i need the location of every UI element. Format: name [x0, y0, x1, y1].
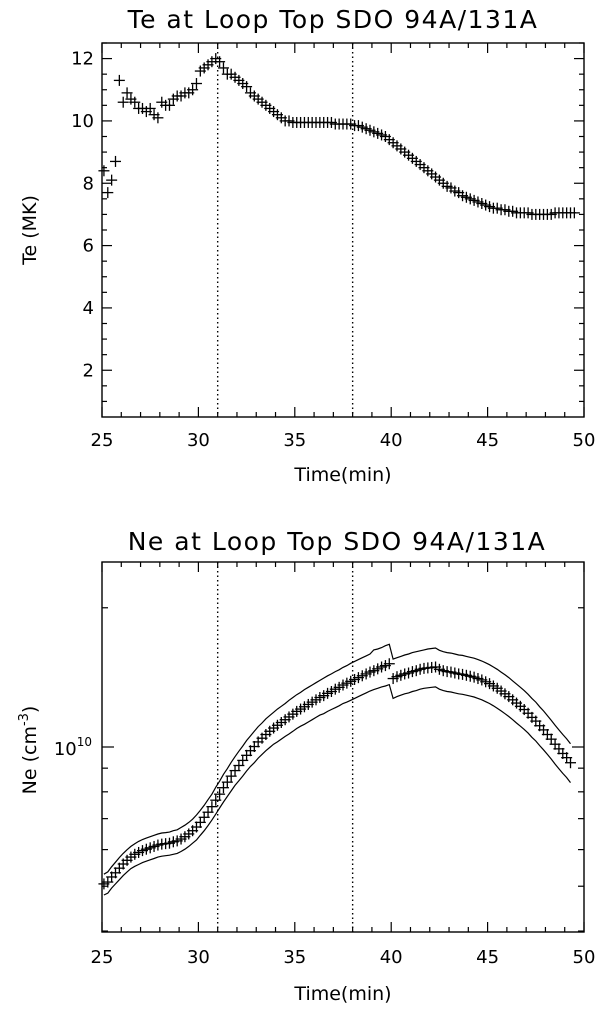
te-y-tick-label: 2 [83, 360, 94, 381]
te-chart: Te at Loop Top SDO 94A/131A 25 30 35 40 45 50… [19, 5, 595, 486]
ne-x-tick-label: 25 [91, 947, 114, 968]
ne-x-tick-label: 40 [380, 947, 403, 968]
te-y-tick-label: 8 [83, 173, 94, 194]
te-point [117, 96, 129, 108]
ne-y-axis-label: Ne (cm-3) [17, 706, 41, 795]
ne-lower-bound [103, 683, 571, 896]
ne-x-tick-label: 50 [573, 947, 596, 968]
ne-y-tick-label-exp: 10 [77, 735, 92, 749]
te-y-tick-label: 10 [71, 111, 94, 132]
ne-point [202, 806, 214, 818]
ne-point [225, 770, 237, 782]
te-point [106, 174, 118, 186]
ne-uncertainty-bands [103, 643, 571, 896]
ne-chart-title: Ne at Loop Top SDO 94A/131A [128, 527, 547, 556]
te-point [102, 187, 114, 199]
ne-x-tick-label: 30 [187, 947, 210, 968]
te-point [109, 155, 121, 167]
ne-point [206, 801, 218, 813]
te-point [190, 78, 202, 90]
te-point [214, 56, 226, 68]
ne-point [221, 776, 233, 788]
te-point [121, 87, 133, 99]
te-point [217, 62, 229, 74]
ne-x-tick-label: 45 [476, 947, 499, 968]
ne-y-tick-label-base: 10 [54, 739, 77, 760]
te-point [241, 81, 253, 93]
ne-point [565, 757, 577, 769]
ne-y-axis-label-end: ) [19, 706, 41, 713]
ne-x-axis-label: Time(min) [293, 983, 391, 1005]
ne-y-axis-label-main: Ne (cm [19, 726, 41, 794]
te-point [568, 207, 580, 219]
te-point [113, 74, 125, 86]
te-axis-ticks: 25 30 35 40 45 50 2 4 6 8 10 12 [71, 42, 596, 451]
te-point [144, 102, 156, 114]
te-x-tick-label: 45 [476, 430, 499, 451]
ne-y-tick-label: 1010 [54, 735, 92, 760]
ne-point [383, 658, 395, 670]
ne-chart: Ne at Loop Top SDO 94A/131A 25 30 35 40 45 50… [17, 527, 595, 1005]
ne-plot-frame [101, 561, 585, 933]
te-x-tick-label: 40 [380, 430, 403, 451]
ne-point [217, 782, 229, 794]
ne-upper-bound [103, 643, 571, 875]
te-point [187, 84, 199, 96]
te-x-tick-label: 25 [91, 430, 114, 451]
te-y-tick-label: 6 [83, 236, 94, 257]
ne-y-axis-label-sup: -3 [17, 713, 32, 726]
te-series [98, 53, 580, 220]
te-y-axis-label: Te (MK) [19, 195, 41, 266]
ne-vlines [216, 562, 354, 932]
te-y-tick-label: 12 [71, 49, 94, 70]
te-x-axis-label: Time(min) [293, 464, 391, 486]
te-point [129, 96, 141, 108]
te-y-tick-label: 4 [83, 298, 94, 319]
te-vlines [216, 43, 354, 417]
te-point [98, 165, 110, 177]
ne-axis-ticks: 25 30 35 40 45 50 1010 [54, 562, 596, 968]
te-x-tick-label: 35 [283, 430, 306, 451]
ne-series [98, 658, 577, 890]
te-chart-title: Te at Loop Top SDO 94A/131A [127, 5, 539, 34]
ne-point [214, 788, 226, 800]
ne-x-tick-label: 35 [283, 947, 306, 968]
te-x-tick-label: 50 [573, 430, 596, 451]
te-point [152, 112, 164, 124]
te-x-tick-label: 30 [187, 430, 210, 451]
ne-point [210, 794, 222, 806]
te-point [163, 99, 175, 111]
